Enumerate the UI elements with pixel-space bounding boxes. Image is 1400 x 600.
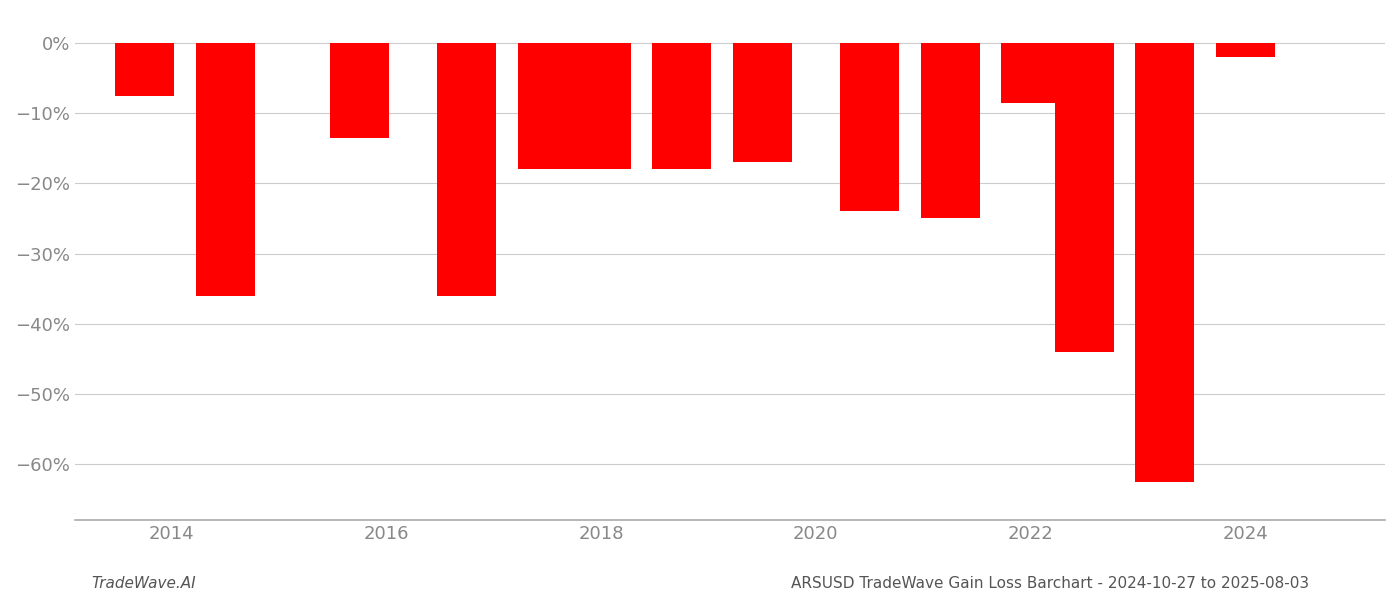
Bar — [652, 43, 711, 169]
Bar — [330, 43, 389, 138]
Bar — [437, 43, 497, 296]
Text: ARSUSD TradeWave Gain Loss Barchart - 2024-10-27 to 2025-08-03: ARSUSD TradeWave Gain Loss Barchart - 20… — [791, 576, 1309, 591]
Bar — [840, 43, 899, 211]
Bar — [732, 43, 791, 163]
Bar — [1001, 43, 1060, 103]
Bar — [518, 43, 577, 169]
Bar — [196, 43, 255, 296]
Bar — [1215, 43, 1275, 57]
Bar — [1054, 43, 1114, 352]
Bar — [571, 43, 630, 169]
Bar — [1135, 43, 1194, 482]
Text: TradeWave.AI: TradeWave.AI — [91, 576, 196, 591]
Bar — [115, 43, 174, 95]
Bar — [921, 43, 980, 218]
